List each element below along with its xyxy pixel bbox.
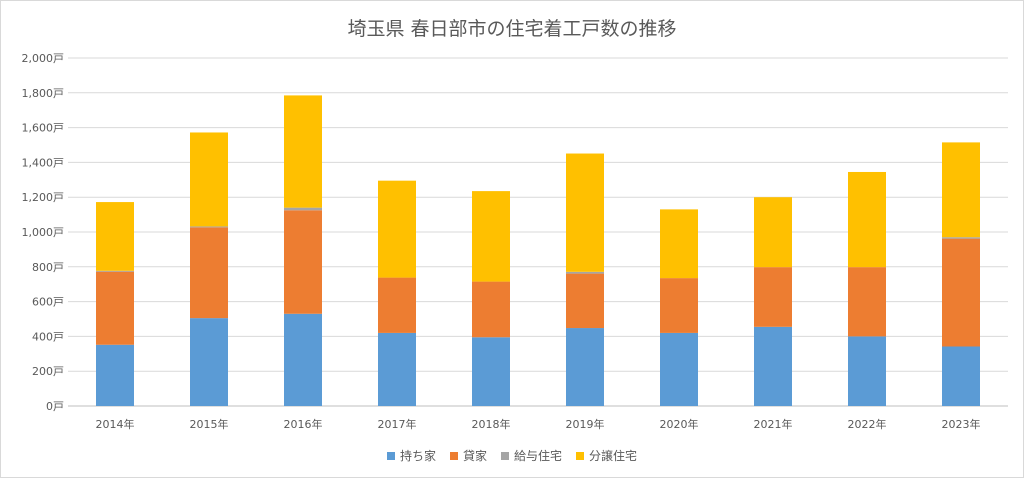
legend-item: 持ち家 <box>386 447 436 464</box>
x-tick-label: 2015年 <box>190 417 229 431</box>
y-tick-label: 2,000戸 <box>22 52 65 65</box>
bar-segment <box>284 313 322 406</box>
bar-segment <box>284 95 322 208</box>
chart-title: 埼玉県 春日部市の住宅着工戸数の推移 <box>347 18 677 40</box>
bar-segment <box>284 210 322 314</box>
bar-segment <box>848 171 886 268</box>
y-tick-label: 1,800戸 <box>22 87 65 100</box>
y-tick-label: 1,600戸 <box>22 122 65 135</box>
legend-swatch <box>576 451 585 460</box>
bar-segment <box>378 180 416 278</box>
x-tick-label: 2018年 <box>472 417 511 431</box>
y-tick-label: 1,000戸 <box>22 226 65 239</box>
bar-segment <box>566 153 604 272</box>
bar-segment <box>378 277 416 333</box>
bar-segment <box>96 202 134 271</box>
y-tick-label: 1,400戸 <box>22 156 65 169</box>
bar-segment <box>942 142 980 238</box>
x-tick-label: 2019年 <box>566 417 605 431</box>
legend-item: 貸家 <box>449 447 487 464</box>
bar-segment <box>96 271 134 345</box>
bar-segment <box>848 267 886 337</box>
bar-segment <box>660 209 698 279</box>
x-tick-label: 2020年 <box>660 417 699 431</box>
bar-segment <box>754 267 792 327</box>
legend-item: 給与住宅 <box>501 447 562 464</box>
y-tick-label: 200戸 <box>32 365 64 378</box>
bar-segment <box>190 318 228 406</box>
bar-segment <box>96 270 134 272</box>
legend-label: 分譲住宅 <box>589 449 638 463</box>
legend-swatch <box>386 451 395 460</box>
bar-segment <box>566 271 604 274</box>
legend: 持ち家 貸家 給与住宅 分譲住宅 <box>0 447 1024 464</box>
y-tick-label: 800戸 <box>32 261 64 274</box>
bar-segment <box>472 337 510 406</box>
bar-segment <box>660 278 698 333</box>
y-tick-label: 400戸 <box>32 330 64 343</box>
x-axis: 2014年 2015年 2016年 2017年 2018年 2019年 2020年 2021年… <box>96 417 981 431</box>
bar-segment <box>942 237 980 239</box>
bar-segment <box>754 197 792 268</box>
bar-segment <box>190 226 228 228</box>
bar-segment <box>754 326 792 406</box>
bar-segment <box>942 346 980 406</box>
legend-swatch <box>449 451 458 460</box>
bar-segment <box>284 207 322 211</box>
x-tick-label: 2023年 <box>942 417 981 431</box>
bar-segment <box>378 332 416 406</box>
y-tick-label: 600戸 <box>32 296 64 309</box>
bars <box>96 95 980 406</box>
x-tick-label: 2014年 <box>96 417 135 431</box>
y-tick-label: 0戸 <box>46 400 64 413</box>
legend-label: 持ち家 <box>399 449 436 463</box>
y-axis: 0戸 200戸 400戸 600戸 800戸 1,000戸 1,200戸 1,400戸 1,60… <box>22 52 65 413</box>
y-tick-label: 1,200戸 <box>22 191 65 204</box>
bar-segment <box>190 227 228 319</box>
x-tick-label: 2022年 <box>848 417 887 431</box>
bar-segment <box>566 328 604 406</box>
x-tick-label: 2017年 <box>378 417 417 431</box>
legend-item: 分譲住宅 <box>576 447 637 464</box>
bar-segment <box>190 132 228 227</box>
x-tick-label: 2016年 <box>284 417 323 431</box>
bar-segment <box>96 344 134 406</box>
bar-segment <box>942 238 980 347</box>
bar-segment <box>848 336 886 406</box>
bar-segment <box>472 281 510 338</box>
legend-label: 貸家 <box>462 449 487 463</box>
bar-segment <box>472 191 510 282</box>
bar-segment <box>660 332 698 406</box>
legend-swatch <box>501 451 509 460</box>
x-tick-label: 2021年 <box>754 417 793 431</box>
bar-segment <box>566 273 604 329</box>
legend-label: 給与住宅 <box>514 449 563 463</box>
